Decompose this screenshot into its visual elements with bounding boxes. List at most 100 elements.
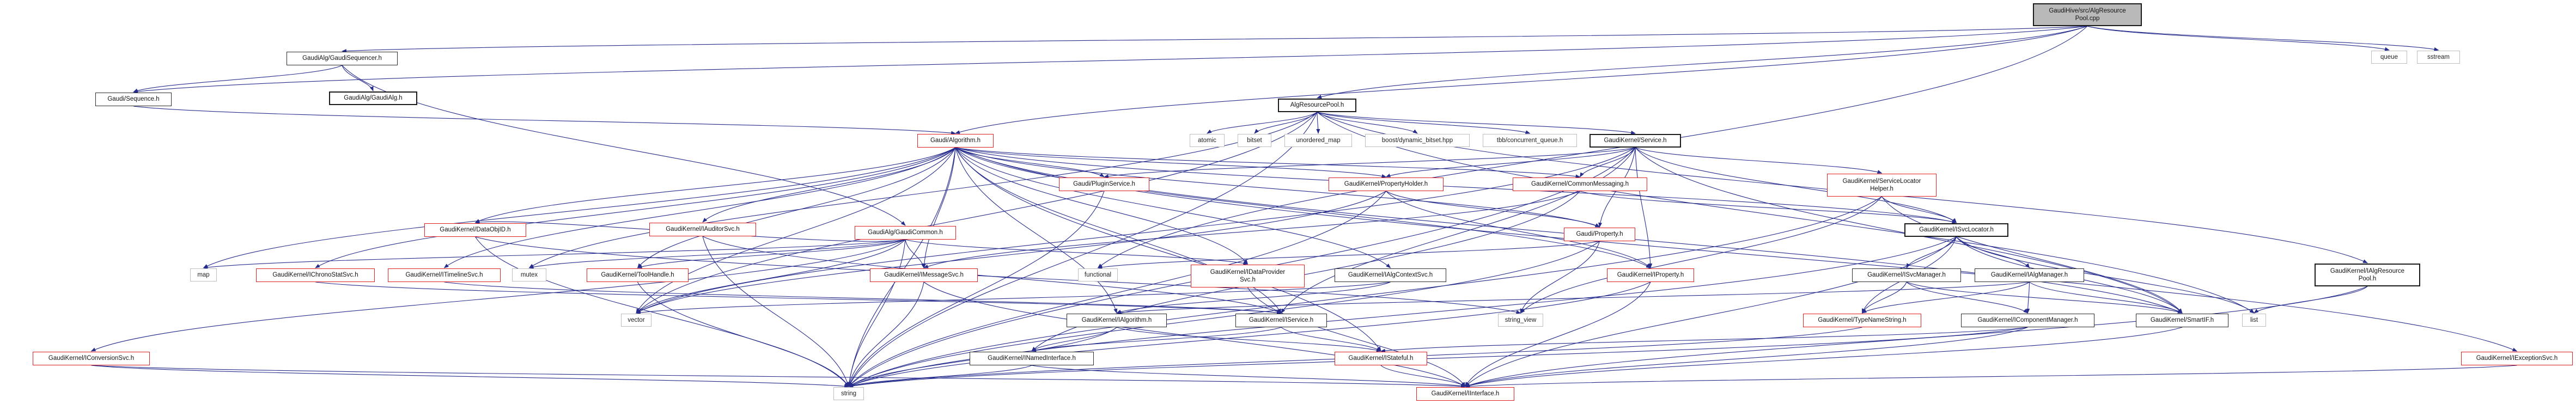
graph-node-itime[interactable]: GaudiKernel/ITimelineSvc.h [388, 268, 501, 282]
edge-alg-iaud [702, 147, 956, 223]
graph-node-inamed[interactable]: GaudiKernel/INamedInterface.h [970, 352, 1094, 365]
edge-istate-iint [1380, 365, 1466, 387]
edge-prop-string [848, 241, 1600, 387]
edge-alg-dobj [474, 147, 956, 223]
edge-gcom-tool [637, 239, 906, 268]
edge-gcom-vector [636, 239, 906, 314]
graph-node-map: map [190, 268, 217, 282]
edge-iarp-list [2254, 286, 2368, 314]
graph-node-tns[interactable]: GaudiKernel/TypeNameString.h [1803, 314, 1921, 327]
graph-node-iactx[interactable]: GaudiKernel/IAlgContextSvc.h [1335, 268, 1446, 282]
graph-node-iprop[interactable]: GaudiKernel/IProperty.h [1607, 268, 1694, 282]
graph-node-iint[interactable]: GaudiKernel/IInterface.h [1416, 387, 1514, 401]
edge-imsg-string [848, 282, 924, 387]
edge-inamed-iint [1031, 365, 1466, 388]
edge-ialgmgr-tns [1861, 282, 2030, 314]
graph-node-svc[interactable]: GaudiKernel/Service.h [1590, 134, 1681, 148]
edge-ialg-istate [1116, 327, 1381, 352]
edge-inamed-string [848, 365, 1032, 387]
edge-alg-imsg [922, 147, 956, 268]
edge-svc-iprop [1635, 147, 1653, 268]
edge-alg-ichrono [315, 147, 956, 268]
edge-iprop-iint [1465, 282, 1651, 387]
graph-node-istate[interactable]: GaudiKernel/IStateful.h [1335, 352, 1427, 365]
edge-iconv-string [91, 365, 849, 388]
graph-node-sview: string_view [1498, 314, 1543, 327]
edge-gseq-galg [342, 65, 374, 91]
edge-isvcloc-isvcmgr [1906, 236, 1957, 268]
graph-node-iconv[interactable]: GaudiKernel/IConversionSvc.h [33, 352, 150, 365]
graph-node-ichrono[interactable]: GaudiKernel/IChronoStatSvc.h [256, 268, 375, 282]
edge-iactx-vector [636, 282, 1391, 315]
edge-isvcloc-iint [1465, 236, 1957, 387]
graph-node-seq[interactable]: Gaudi/Sequence.h [95, 93, 172, 106]
edge-isvcmgr-icmp [1906, 282, 2029, 314]
edge-alg-itime [443, 147, 956, 268]
graph-node-list: list [2242, 314, 2266, 327]
graph-node-arp[interactable]: AlgResourcePool.h [1278, 99, 1356, 112]
edge-gseq-seq [133, 65, 343, 93]
edge-isvc-inamed [1031, 327, 1282, 352]
edge-root-gseq [342, 26, 2088, 53]
graph-node-dobj[interactable]: GaudiKernel/DataObjID.h [424, 223, 526, 237]
graph-node-vector: vector [621, 314, 651, 327]
edge-gcom-imsg [905, 239, 925, 268]
edge-dobj-string [475, 236, 849, 387]
graph-node-smartif[interactable]: GaudiKernel/SmartIF.h [2136, 314, 2228, 327]
graph-node-root: GaudiHive/src/AlgResource Pool.cpp [2033, 3, 2142, 26]
edge-iconv-iint [91, 365, 1466, 389]
edge-gcom-iconv [90, 239, 906, 352]
edge-alg-iprop [955, 147, 1651, 268]
graph-node-cm[interactable]: GaudiKernel/CommonMessaging.h [1513, 178, 1647, 191]
graph-node-ph[interactable]: GaudiKernel/PropertyHolder.h [1329, 178, 1444, 191]
graph-node-galg[interactable]: GaudiAlg/GaudiAlg.h [329, 91, 417, 105]
edge-gcom-string [847, 239, 906, 387]
edge-alg-tool [637, 147, 956, 268]
graph-node-imsg[interactable]: GaudiKernel/IMessageSvc.h [870, 268, 978, 282]
edge-isvc-istate [1281, 327, 1381, 352]
edge-arp-atomic [1207, 112, 1318, 134]
edge-arp-umap [1316, 112, 1320, 134]
edge-root-seq [133, 26, 2088, 94]
graph-node-iaud[interactable]: GaudiKernel/IAuditorSvc.h [649, 223, 756, 236]
graph-node-boost: boost/dynamic_bitset.hpp [1365, 134, 1470, 147]
graph-node-isvcmgr[interactable]: GaudiKernel/ISvcManager.h [1852, 268, 1961, 282]
edge-alg-ialg [955, 147, 1118, 314]
edge-arp-string [848, 112, 1318, 387]
edge-root-alg [955, 26, 2088, 134]
graph-node-idps[interactable]: GaudiKernel/IDataProvider Svc.h [1191, 265, 1305, 287]
edge-alg-prop [955, 147, 1600, 228]
edge-smartif-iint [1465, 327, 2183, 388]
edge-arp-vector [636, 112, 1318, 314]
edge-dobj-sview [475, 236, 1521, 314]
edge-itime-isvc [444, 282, 1282, 315]
edges-group [90, 26, 2518, 389]
graph-node-isvc[interactable]: GaudiKernel/IService.h [1235, 314, 1327, 327]
graph-node-umap: unordered_map [1284, 134, 1352, 147]
graph-node-plugin[interactable]: Gaudi/PluginService.h [1059, 178, 1149, 191]
graph-node-bitset: bitset [1238, 134, 1271, 147]
graph-node-gcom[interactable]: GaudiAlg/GaudiCommon.h [855, 226, 956, 240]
edge-svc-ph [1385, 147, 1636, 178]
graph-node-ialg[interactable]: GaudiKernel/IAlgorithm.h [1067, 314, 1167, 327]
graph-node-iarp[interactable]: GaudiKernel/IAlgResource Pool.h [2315, 264, 2420, 286]
edge-alg-vector [636, 147, 956, 314]
graph-node-sstream: sstream [2417, 51, 2460, 64]
graph-node-isvcloc[interactable]: GaudiKernel/ISvcLocator.h [1904, 223, 2008, 237]
graph-node-iexc[interactable]: GaudiKernel/IExceptionSvc.h [2461, 352, 2573, 365]
graph-node-prop[interactable]: Gaudi/Property.h [1564, 228, 1635, 241]
edge-root-arp [1317, 26, 2088, 99]
graph-node-alg[interactable]: Gaudi/Algorithm.h [917, 134, 994, 148]
graph-node-gseq[interactable]: GaudiAlg/GaudiSequencer.h [287, 52, 398, 65]
graph-node-icmp[interactable]: GaudiKernel/IComponentManager.h [1961, 314, 2094, 327]
graph-node-tool[interactable]: GaudiKernel/ToolHandle.h [587, 268, 689, 282]
edge-icmp-istate [1380, 327, 2028, 353]
edge-cm-isvcloc [1580, 191, 1957, 224]
edge-svc-slh [1635, 147, 1883, 174]
graph-node-slh[interactable]: GaudiKernel/ServiceLocator Helper.h [1827, 174, 1936, 197]
graph-node-func: functional [1078, 268, 1118, 282]
edge-alg-idps [955, 147, 1249, 265]
edge-arp-tbb [1317, 112, 1531, 134]
graph-node-ialgmgr[interactable]: GaudiKernel/IAlgManager.h [1975, 268, 2084, 282]
